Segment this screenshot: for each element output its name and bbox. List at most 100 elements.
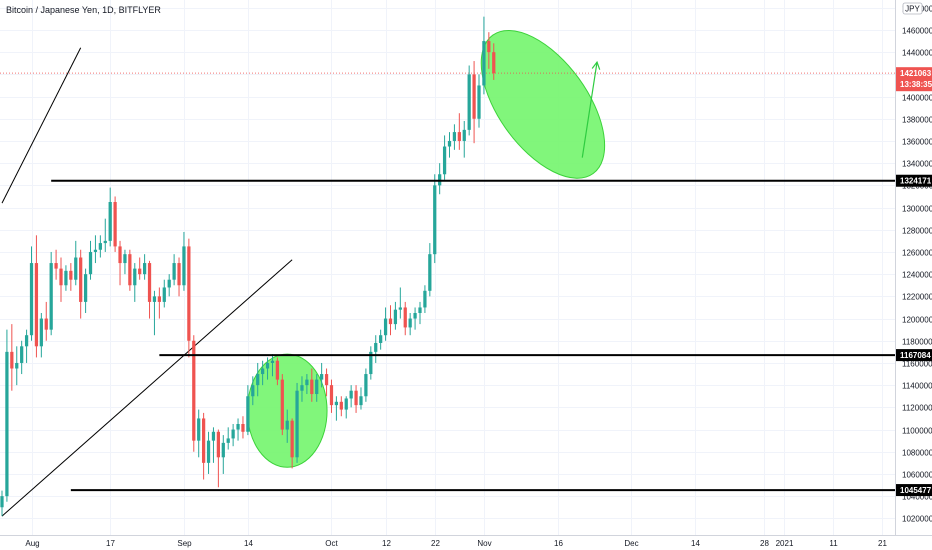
level-price-label: 1045477 [900,486,932,495]
price-tick-label: 1360000 [902,138,932,147]
candle-body [452,132,457,141]
candle [54,249,58,280]
candle [388,305,393,336]
time-tick-label: Oct [325,539,338,548]
candle-body [315,379,319,395]
price-tick-label: 1180000 [902,338,932,347]
candle-body [349,390,353,399]
candle-body [231,429,235,439]
candle-body [369,351,373,375]
candle [369,346,373,380]
candle [20,340,24,375]
arrow-head [591,60,601,70]
price-tick-label: 1440000 [902,49,932,58]
countdown-label: 13:38:35 [900,80,932,89]
candle [344,396,348,419]
candle-body [20,346,24,363]
candle [83,268,88,314]
time-axis[interactable]: Aug 17 Sep 14 Oct 12 22 Nov 16 Dec 14 28 2021 11 21 [25,539,887,548]
candle [482,16,486,95]
candle-body [123,254,127,264]
candle [398,287,402,319]
candle-body [290,420,294,458]
candle [364,368,368,402]
candle [49,251,53,336]
candle [423,285,427,314]
candle-body [226,438,230,443]
candle-body [482,41,486,86]
candle [246,385,250,436]
candle [34,235,39,358]
currency-button[interactable]: JPY [902,2,923,15]
candle-body [472,74,476,119]
price-tick-label: 1380000 [902,116,932,125]
candle-body [24,335,29,347]
candle [39,313,43,358]
candle [280,374,284,436]
candle-body [74,257,78,280]
candle-body [329,385,334,406]
gridlines [0,0,895,535]
candle [10,324,14,391]
candle [270,354,275,377]
candle [93,235,98,264]
candle [211,427,216,463]
time-tick-label: Dec [624,539,638,548]
time-tick-label: 11 [829,539,838,548]
candle-body [201,418,206,463]
candle [123,249,127,275]
candle [433,174,437,264]
price-tick-label: 1220000 [902,293,932,302]
candle [315,374,319,402]
trendline [1,259,293,517]
candle [236,418,240,441]
candle-body [167,279,171,288]
candle-body [334,401,339,406]
price-tick-label: 1060000 [902,471,932,480]
candle-body [59,268,63,286]
candle-body [261,368,265,375]
candle [221,435,225,474]
time-tick-label: 2021 [776,539,794,548]
candle-body [251,385,255,397]
price-tick-label: 1460000 [902,27,932,36]
candle [403,301,407,336]
candle-body [393,309,398,325]
candle-body [147,263,152,302]
candle-body [69,270,73,280]
candle [295,382,299,463]
candle [251,376,255,406]
candle-body [364,374,368,397]
price-tick-label: 1080000 [902,449,932,458]
candle-body [29,263,34,336]
candle-body [275,360,280,380]
candle-body [133,268,137,286]
candle [15,346,19,386]
candle-body [44,318,48,330]
candle [157,287,161,319]
price-axis[interactable]: 1020000 1040000 1060000 1080000 1100000 11200… [902,5,932,524]
drawings-back [0,29,895,517]
candle-body [64,270,68,286]
candle-body [211,431,216,441]
candle-body [108,202,112,241]
candle-body [34,263,39,347]
candle-body [305,379,309,386]
candle [44,301,48,341]
candle [216,429,220,488]
candle [24,329,29,363]
price-tick-label: 1340000 [902,160,932,169]
candle [447,132,452,158]
level-price-label: 1167084 [900,351,931,360]
candle-body [10,351,14,369]
price-tick-label: 1040000 [902,493,932,502]
candle-body [383,318,388,336]
price-tick-label: 1300000 [902,205,932,214]
candle-body [408,318,412,328]
time-tick-label: Sep [177,539,192,548]
candle-body [162,287,166,302]
candle-body [320,374,324,380]
candle-body [79,257,83,302]
candle [339,396,343,417]
